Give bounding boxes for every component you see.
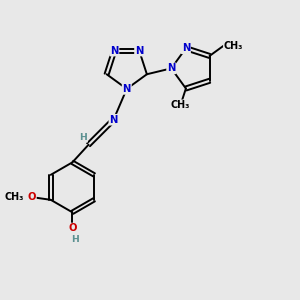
Text: H: H bbox=[80, 133, 87, 142]
Text: O: O bbox=[27, 192, 36, 202]
Text: N: N bbox=[182, 43, 190, 53]
Text: N: N bbox=[110, 46, 118, 56]
Text: CH₃: CH₃ bbox=[171, 100, 190, 110]
Text: H: H bbox=[71, 235, 79, 244]
Text: O: O bbox=[68, 224, 76, 233]
Text: CH₃: CH₃ bbox=[4, 192, 24, 202]
Text: N: N bbox=[109, 115, 118, 125]
Text: N: N bbox=[135, 46, 143, 56]
Text: N: N bbox=[167, 63, 176, 74]
Text: CH₃: CH₃ bbox=[224, 40, 243, 51]
Text: N: N bbox=[123, 84, 131, 94]
